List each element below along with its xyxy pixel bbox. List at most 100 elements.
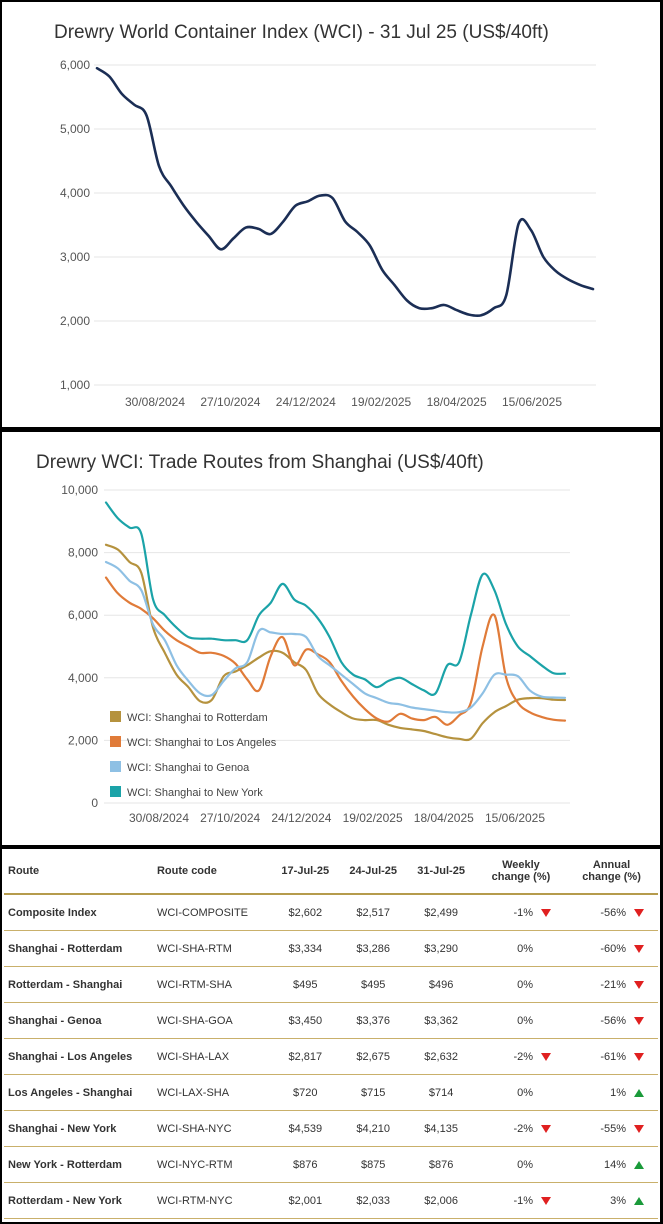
table-row: Shanghai - Genoa WCI-SHA-GOA $3,450 $3,376 $… bbox=[4, 1002, 658, 1039]
table-cell-v2: $3,376 bbox=[341, 1002, 406, 1039]
cell-text: 14% bbox=[603, 1158, 626, 1171]
table-row: Los Angeles - Shanghai WCI-LAX-SHA $720 $71… bbox=[4, 1074, 658, 1111]
y-tick-label: 1,000 bbox=[60, 378, 90, 392]
cell-text: 1% bbox=[610, 1086, 626, 1099]
table-cell-weekly: 0% bbox=[476, 930, 566, 967]
cell-text: $2,632 bbox=[424, 1050, 458, 1063]
wci-line-chart: 1,000 2,000 3,000 4,000 5,000 6,000 30/08/2024… bbox=[60, 58, 596, 409]
column-header-text: 24-Jul-25 bbox=[349, 865, 398, 877]
cell-text: WCI-SHA-RTM bbox=[156, 942, 232, 955]
series-line-3 bbox=[104, 501, 567, 696]
cell-text: -56% bbox=[600, 906, 626, 919]
chart-title: Drewry WCI: Trade Routes from Shanghai (… bbox=[36, 452, 484, 473]
x-tick-label: 30/08/2024 bbox=[129, 811, 189, 825]
cell-text: 0% bbox=[517, 1158, 534, 1171]
cell-text: WCI-SHA-GOA bbox=[156, 1014, 233, 1027]
table-cell-weekly: 0% bbox=[476, 1146, 566, 1183]
table-cell-annual: -21% bbox=[565, 966, 658, 1003]
down-arrow-icon bbox=[634, 980, 644, 989]
table-row: Composite Index WCI-COMPOSITE $2,602 $2,517… bbox=[4, 894, 658, 931]
table-cell-weekly: -2% bbox=[476, 1110, 566, 1147]
y-tick-label: 4,000 bbox=[68, 671, 98, 685]
cell-text: -1% bbox=[513, 906, 534, 919]
down-arrow-icon bbox=[541, 1196, 552, 1205]
cell-text: -21% bbox=[600, 978, 626, 991]
x-tick-label: 30/08/2024 bbox=[125, 395, 185, 409]
series-line-1 bbox=[104, 576, 567, 726]
cell-text: $2,675 bbox=[356, 1050, 391, 1063]
table-cell-code: WCI-COMPOSITE bbox=[152, 894, 270, 931]
y-tick-label: 2,000 bbox=[60, 314, 90, 328]
down-arrow-icon bbox=[634, 1052, 644, 1061]
table-cell-code: WCI-RTM-SHA bbox=[152, 966, 270, 1003]
table-cell-v2: $495 bbox=[341, 966, 406, 1003]
x-tick-label: 18/04/2025 bbox=[427, 395, 487, 409]
table-cell-annual: 1% bbox=[565, 1074, 658, 1111]
cell-text: WCI-SHA-NYC bbox=[156, 1122, 232, 1135]
table-cell-v3: $3,290 bbox=[405, 930, 477, 967]
column-header: 31-Jul-25 bbox=[405, 849, 477, 895]
down-arrow-icon bbox=[634, 944, 644, 953]
cell-text: Shanghai - New York bbox=[8, 1122, 117, 1135]
series-line-2 bbox=[104, 560, 567, 714]
table-row: Shanghai - Rotterdam WCI-SHA-RTM $3,334 $3,… bbox=[4, 930, 658, 967]
y-tick-label: 4,000 bbox=[60, 186, 90, 200]
table-body: Composite Index WCI-COMPOSITE $2,602 $2,517… bbox=[4, 894, 658, 1219]
table-cell-v1: $876 bbox=[269, 1146, 341, 1183]
table-cell-weekly: 0% bbox=[476, 966, 566, 1003]
y-tick-label: 10,000 bbox=[61, 483, 98, 497]
cell-text: $2,499 bbox=[424, 906, 458, 919]
table-cell-route: Shanghai - Genoa bbox=[4, 1002, 153, 1039]
up-arrow-icon bbox=[634, 1196, 644, 1205]
column-header: Route bbox=[4, 849, 153, 895]
table-cell-v3: $3,362 bbox=[405, 1002, 477, 1039]
cell-text: $720 bbox=[293, 1086, 318, 1099]
legend-label: WCI: Shanghai to New York bbox=[127, 787, 263, 799]
legend-label: WCI: Shanghai to Genoa bbox=[127, 762, 250, 774]
cell-text: Los Angeles - Shanghai bbox=[8, 1086, 133, 1099]
table-cell-annual: -55% bbox=[565, 1110, 658, 1147]
cell-text: -60% bbox=[600, 942, 626, 955]
table-cell-v3: $876 bbox=[405, 1146, 477, 1183]
table-cell-code: WCI-SHA-LAX bbox=[152, 1038, 270, 1075]
x-tick-label: 15/06/2025 bbox=[485, 811, 545, 825]
routes-chart-panel: Drewry WCI: Trade Routes from Shanghai (… bbox=[2, 432, 660, 845]
cell-text: -61% bbox=[600, 1050, 626, 1063]
cell-text: Shanghai - Rotterdam bbox=[8, 942, 123, 955]
legend-swatch bbox=[110, 736, 121, 747]
table-cell-route: Rotterdam - Shanghai bbox=[4, 966, 153, 1003]
down-arrow-icon bbox=[634, 1124, 644, 1133]
cell-text: $4,539 bbox=[288, 1122, 323, 1135]
cell-text: WCI-COMPOSITE bbox=[156, 906, 249, 919]
series-line-0 bbox=[104, 543, 567, 742]
table-cell-v3: $2,006 bbox=[405, 1182, 477, 1219]
table-cell-code: WCI-SHA-NYC bbox=[152, 1110, 270, 1147]
down-arrow-icon bbox=[541, 1124, 552, 1133]
y-tick-label: 6,000 bbox=[60, 58, 90, 72]
cell-text: 0% bbox=[517, 1014, 534, 1027]
y-tick-label: 0 bbox=[91, 796, 98, 810]
cell-text: $4,210 bbox=[356, 1122, 391, 1135]
table-cell-v3: $496 bbox=[405, 966, 477, 1003]
cell-text: $3,290 bbox=[424, 942, 458, 955]
down-arrow-icon bbox=[634, 1016, 644, 1025]
table-cell-route: Los Angeles - Shanghai bbox=[4, 1074, 153, 1111]
table-row: Shanghai - New York WCI-SHA-NYC $4,539 $4,2… bbox=[4, 1110, 658, 1147]
y-tick-label: 5,000 bbox=[60, 122, 90, 136]
cell-text: $4,135 bbox=[424, 1122, 458, 1135]
cell-text: $3,334 bbox=[288, 942, 323, 955]
cell-text: 0% bbox=[517, 978, 534, 991]
table-cell-route: Shanghai - Los Angeles bbox=[4, 1038, 153, 1075]
cell-text: New York - Rotterdam bbox=[8, 1158, 122, 1171]
cell-text: $2,602 bbox=[288, 906, 323, 919]
column-header-text: Route bbox=[8, 865, 40, 877]
table-cell-v2: $875 bbox=[341, 1146, 406, 1183]
table-cell-route: Shanghai - Rotterdam bbox=[4, 930, 153, 967]
rates-table: Route Route code 17-Jul-25 24-Jul-25 31-Jul-… bbox=[4, 849, 658, 1219]
cell-text: $2,517 bbox=[356, 906, 391, 919]
cell-text: -2% bbox=[513, 1050, 534, 1063]
legend-label: WCI: Shanghai to Rotterdam bbox=[127, 712, 268, 724]
table-cell-route: New York - Rotterdam bbox=[4, 1146, 153, 1183]
table-cell-v1: $4,539 bbox=[269, 1110, 341, 1147]
cell-text: $876 bbox=[428, 1158, 454, 1171]
